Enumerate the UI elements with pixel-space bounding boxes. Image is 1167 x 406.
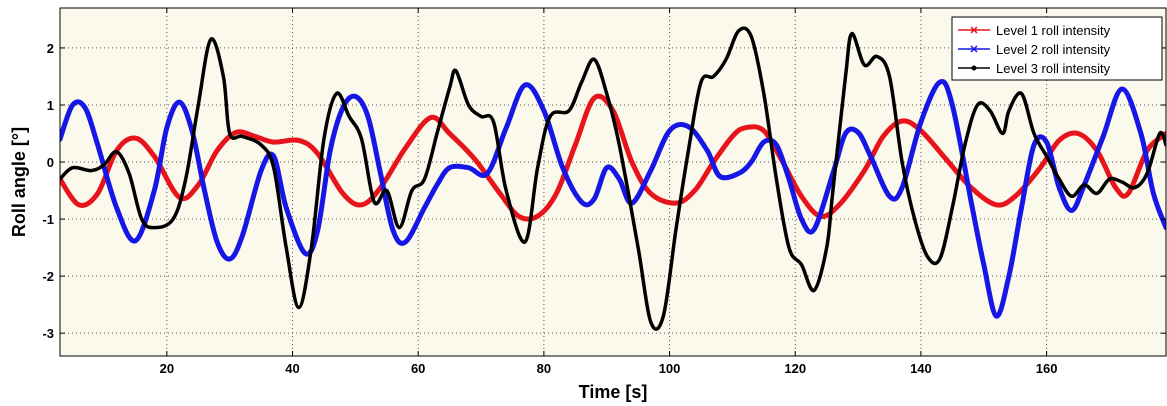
- series-line-3: [60, 26, 1166, 331]
- series-line-2: [60, 79, 1166, 319]
- legend-label: Level 3 roll intensity: [996, 61, 1111, 76]
- grid-lines: [60, 8, 1166, 356]
- x-tick-label: 100: [659, 361, 681, 376]
- plot-border: [59, 7, 1167, 357]
- y-axis-label: Roll angle [°]: [9, 127, 29, 237]
- x-tick-label: 40: [285, 361, 299, 376]
- legend-marker: [970, 26, 978, 34]
- legend-label: Level 1 roll intensity: [996, 23, 1111, 38]
- x-tick-label: 60: [411, 361, 425, 376]
- legend-label: Level 2 roll intensity: [996, 42, 1111, 57]
- x-tick-label: 160: [1036, 361, 1058, 376]
- legend-marker: [970, 45, 978, 53]
- legend: Level 1 roll intensity Level 2 roll inten…: [951, 16, 1163, 81]
- y-tick-label: -2: [42, 269, 54, 284]
- x-tick-label: 120: [784, 361, 806, 376]
- x-tick-label: 140: [910, 361, 932, 376]
- x-axis: 20 40 60 80 100 120 140 160: [160, 8, 1058, 376]
- x-axis-label: Time [s]: [579, 382, 648, 402]
- y-tick-label: 1: [47, 98, 54, 113]
- y-tick-label: 2: [47, 41, 54, 56]
- series-line-1: [60, 93, 1166, 222]
- y-tick-label: 0: [47, 155, 54, 170]
- x-tick-label: 80: [537, 361, 551, 376]
- x-tick-label: 20: [160, 361, 174, 376]
- y-tick-label: -1: [42, 212, 54, 227]
- y-axis: -3 -2 -1 0 1 2: [42, 41, 1166, 341]
- series-group: [60, 26, 1166, 331]
- legend-marker: [971, 65, 977, 71]
- y-tick-label: -3: [42, 326, 54, 341]
